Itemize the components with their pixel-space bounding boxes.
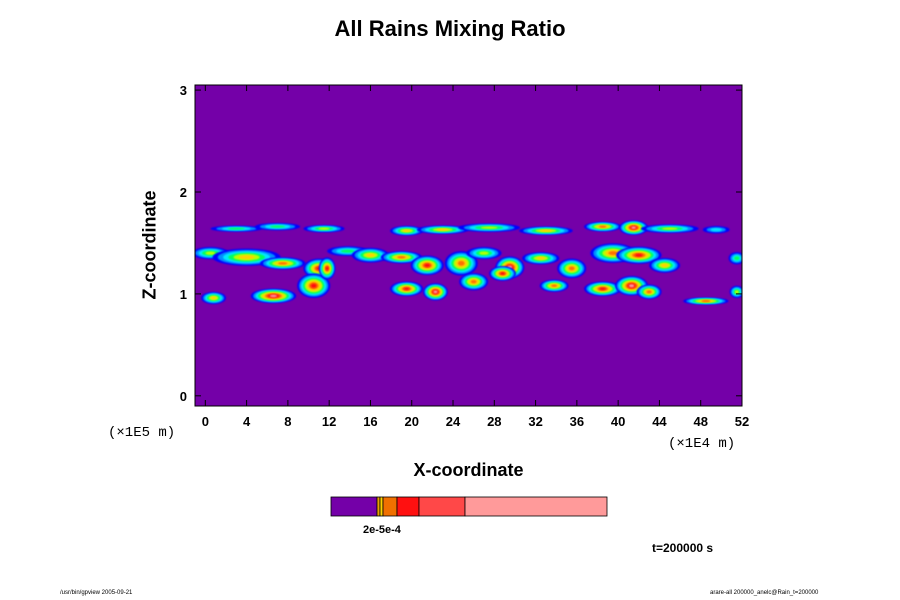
field-contour bbox=[479, 251, 489, 255]
field-contour bbox=[397, 255, 406, 259]
y-tick-label: 1 bbox=[180, 287, 187, 302]
field-contour bbox=[536, 256, 546, 260]
y-tick-label: 2 bbox=[180, 185, 187, 200]
field-contour bbox=[661, 227, 678, 230]
x-tick-label: 28 bbox=[487, 414, 501, 429]
x-tick-label: 44 bbox=[652, 414, 667, 429]
field-contour bbox=[470, 279, 477, 284]
y-tick-label: 0 bbox=[180, 389, 187, 404]
y-tick-label: 3 bbox=[180, 83, 187, 98]
field-contour bbox=[734, 290, 739, 294]
x-axis-label: X-coordinate bbox=[413, 460, 524, 480]
x-tick-label: 48 bbox=[693, 414, 707, 429]
x-tick-label: 4 bbox=[243, 414, 251, 429]
field-contour bbox=[269, 225, 286, 228]
colorbar-segment bbox=[382, 496, 398, 517]
colorbar-segment bbox=[376, 496, 381, 517]
x-tick-label: 24 bbox=[446, 414, 461, 429]
x-tick-label: 16 bbox=[363, 414, 377, 429]
colorbar-segment bbox=[418, 496, 466, 517]
field-contour bbox=[433, 290, 438, 294]
x-tick-label: 12 bbox=[322, 414, 336, 429]
x-tick-label: 52 bbox=[735, 414, 749, 429]
x-axis: 0 4 8 12 16 20 24 28 32 36 40 44 48 52 bbox=[202, 85, 749, 429]
y-axis: 0 1 2 3 bbox=[180, 83, 742, 404]
field-contour bbox=[227, 227, 245, 230]
field-contour bbox=[424, 263, 431, 268]
x-tick-label: 8 bbox=[284, 414, 291, 429]
y-axis-label: Z-coordinate bbox=[139, 190, 160, 300]
field-contour bbox=[457, 260, 465, 266]
field-contour bbox=[710, 228, 722, 232]
field-contour bbox=[551, 284, 558, 287]
footer-right: arare-all 200000_anelc@Rain_t=200000 bbox=[710, 590, 819, 596]
field-contour bbox=[701, 299, 711, 303]
x-tick-label: 0 bbox=[202, 414, 209, 429]
colorbar bbox=[330, 496, 608, 517]
field-contour bbox=[403, 287, 410, 291]
field-contour bbox=[318, 227, 330, 230]
field-contour bbox=[325, 266, 329, 271]
y-axis-unit: (×1E5 m) bbox=[108, 425, 176, 441]
x-tick-label: 40 bbox=[611, 414, 625, 429]
field-contour bbox=[646, 290, 652, 294]
field-contour bbox=[599, 287, 606, 291]
field-contour bbox=[436, 228, 449, 231]
field-contour bbox=[568, 266, 575, 271]
field-contour bbox=[340, 249, 355, 253]
field-contour bbox=[238, 255, 255, 260]
colorbar-segment bbox=[330, 496, 378, 517]
x-tick-label: 20 bbox=[405, 414, 419, 429]
time-label: t=200000 s bbox=[652, 541, 714, 555]
field-contour bbox=[205, 251, 216, 255]
field-contour bbox=[608, 251, 618, 256]
colorbar-segment bbox=[379, 496, 384, 517]
field-contour bbox=[366, 253, 375, 257]
footer-left: /usr/bin/gpview 2005-09-21 bbox=[60, 590, 133, 596]
x-axis-unit: (×1E4 m) bbox=[668, 436, 736, 452]
x-tick-label: 32 bbox=[528, 414, 542, 429]
field-contour bbox=[402, 229, 411, 232]
chart-title: All Rains Mixing Ratio bbox=[334, 16, 566, 41]
field-contour bbox=[539, 229, 553, 232]
field-contour bbox=[628, 284, 635, 288]
field-contour bbox=[631, 226, 636, 229]
field-contour bbox=[598, 225, 607, 228]
colorbar-segment bbox=[396, 496, 420, 517]
plot-area bbox=[195, 85, 742, 406]
field-contour bbox=[480, 226, 498, 229]
mixing-ratio-field bbox=[195, 220, 742, 305]
colorbar-segment bbox=[464, 496, 608, 517]
field-contour bbox=[661, 263, 669, 268]
field-contour bbox=[500, 272, 505, 275]
field-contour bbox=[278, 262, 288, 265]
field-contour bbox=[210, 296, 217, 300]
plot-frame bbox=[194, 84, 743, 407]
field-contour bbox=[634, 253, 643, 257]
field-contour bbox=[269, 294, 278, 298]
field-contour bbox=[310, 283, 317, 288]
colorbar-label: 2e-5e-4 bbox=[363, 524, 401, 536]
x-tick-label: 36 bbox=[570, 414, 584, 429]
field-contour bbox=[734, 256, 740, 261]
